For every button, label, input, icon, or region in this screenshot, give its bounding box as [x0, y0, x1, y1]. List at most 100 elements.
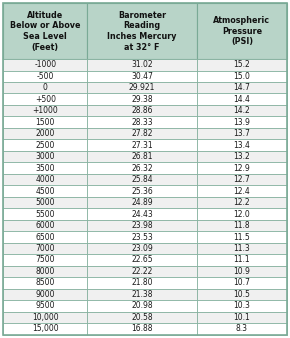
Bar	[87, 139, 197, 151]
Text: 10.5: 10.5	[233, 290, 250, 299]
Text: 9500: 9500	[35, 301, 55, 310]
Text: 6500: 6500	[35, 233, 55, 242]
Text: 8500: 8500	[36, 279, 55, 287]
Text: 6000: 6000	[35, 221, 55, 230]
Bar	[197, 174, 287, 185]
Text: 8.3: 8.3	[236, 324, 248, 333]
Bar	[197, 220, 287, 231]
Text: 5000: 5000	[35, 198, 55, 207]
Text: 12.7: 12.7	[233, 175, 250, 184]
Text: 10.3: 10.3	[233, 301, 250, 310]
Bar	[197, 231, 287, 243]
Text: 25.36: 25.36	[131, 187, 153, 196]
Text: 31.02: 31.02	[131, 60, 153, 69]
Bar	[197, 151, 287, 162]
Bar	[197, 71, 287, 82]
Text: 27.82: 27.82	[131, 129, 153, 138]
Bar	[197, 266, 287, 277]
Text: 21.38: 21.38	[131, 290, 153, 299]
Text: 10.9: 10.9	[233, 267, 250, 276]
Text: 3000: 3000	[35, 152, 55, 161]
Bar	[87, 105, 197, 117]
Text: 13.9: 13.9	[233, 118, 250, 127]
Text: 23.53: 23.53	[131, 233, 153, 242]
Text: 12.9: 12.9	[233, 164, 250, 173]
Text: 11.3: 11.3	[233, 244, 250, 253]
Text: 2500: 2500	[36, 141, 55, 150]
Text: 4000: 4000	[35, 175, 55, 184]
Bar	[197, 312, 287, 323]
Bar	[197, 208, 287, 220]
Text: 1500: 1500	[36, 118, 55, 127]
Text: 14.4: 14.4	[233, 95, 250, 104]
Bar	[3, 82, 87, 94]
Text: 13.7: 13.7	[233, 129, 250, 138]
Bar	[3, 185, 87, 197]
Text: 15.0: 15.0	[233, 72, 250, 81]
Text: 3500: 3500	[35, 164, 55, 173]
Bar	[3, 243, 87, 254]
Bar	[87, 82, 197, 94]
Text: 11.1: 11.1	[234, 256, 250, 264]
Text: 12.2: 12.2	[234, 198, 250, 207]
Bar	[3, 3, 87, 59]
Bar	[197, 94, 287, 105]
Bar	[197, 162, 287, 174]
Bar	[87, 289, 197, 300]
Bar	[197, 105, 287, 117]
Bar	[87, 231, 197, 243]
Text: 10,000: 10,000	[32, 313, 59, 322]
Bar	[3, 312, 87, 323]
Bar	[197, 3, 287, 59]
Bar	[3, 162, 87, 174]
Text: +500: +500	[35, 95, 56, 104]
Bar	[87, 254, 197, 266]
Bar	[197, 117, 287, 128]
Text: 4500: 4500	[35, 187, 55, 196]
Text: 11.5: 11.5	[233, 233, 250, 242]
Bar	[3, 105, 87, 117]
Text: 26.81: 26.81	[131, 152, 153, 161]
Bar	[197, 300, 287, 312]
Text: 28.86: 28.86	[131, 106, 153, 115]
Text: 11.8: 11.8	[234, 221, 250, 230]
Bar	[87, 117, 197, 128]
Bar	[87, 174, 197, 185]
Bar	[3, 151, 87, 162]
Bar	[3, 277, 87, 289]
Bar	[87, 220, 197, 231]
Bar	[3, 174, 87, 185]
Bar	[197, 197, 287, 208]
Text: 22.65: 22.65	[131, 256, 153, 264]
Bar	[87, 94, 197, 105]
Bar	[197, 254, 287, 266]
Bar	[3, 323, 87, 335]
Text: 26.32: 26.32	[131, 164, 153, 173]
Bar	[197, 289, 287, 300]
Text: 7500: 7500	[35, 256, 55, 264]
Text: 5500: 5500	[35, 210, 55, 219]
Bar	[87, 300, 197, 312]
Text: 20.98: 20.98	[131, 301, 153, 310]
Text: 0: 0	[43, 83, 48, 92]
Text: 12.0: 12.0	[233, 210, 250, 219]
Bar	[87, 197, 197, 208]
Bar	[3, 94, 87, 105]
Bar	[197, 59, 287, 71]
Text: 13.4: 13.4	[233, 141, 250, 150]
Bar	[3, 128, 87, 139]
Text: 14.7: 14.7	[233, 83, 250, 92]
Bar	[87, 185, 197, 197]
Text: -1000: -1000	[34, 60, 56, 69]
Text: 23.09: 23.09	[131, 244, 153, 253]
Bar	[3, 208, 87, 220]
Bar	[197, 185, 287, 197]
Bar	[3, 197, 87, 208]
Text: 28.33: 28.33	[131, 118, 153, 127]
Bar	[87, 128, 197, 139]
Text: 22.22: 22.22	[131, 267, 153, 276]
Text: 8000: 8000	[36, 267, 55, 276]
Bar	[3, 254, 87, 266]
Text: 13.2: 13.2	[233, 152, 250, 161]
Bar	[87, 3, 197, 59]
